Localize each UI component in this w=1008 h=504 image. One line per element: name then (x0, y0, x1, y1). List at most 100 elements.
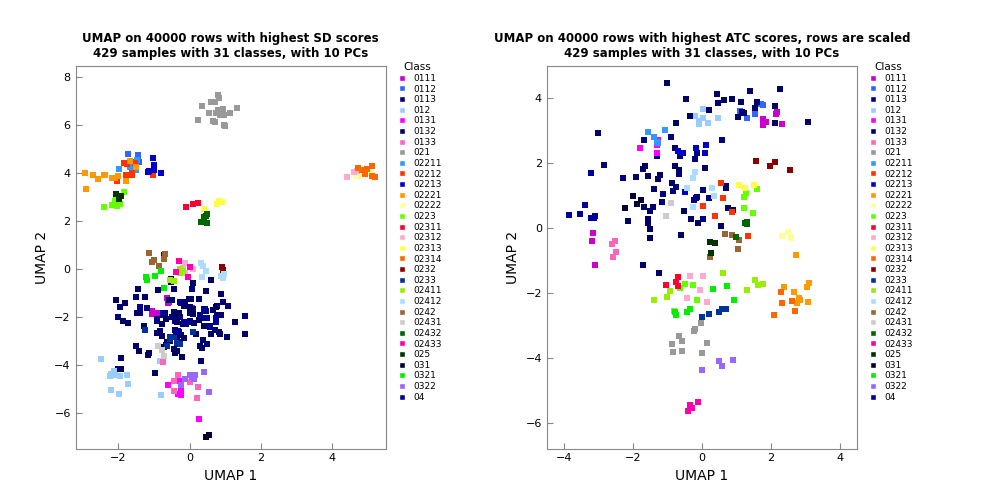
Point (196, 213, 212, 221)
Point (110, 172, 126, 180)
Point (749, 98, 765, 106)
Point (736, 193, 752, 201)
Point (176, 302, 193, 310)
Point (187, 371, 204, 380)
Point (620, 217, 636, 225)
Point (211, 197, 227, 205)
Point (729, 233, 745, 241)
Point (350, 172, 366, 180)
Point (739, 218, 755, 226)
Point (130, 347, 146, 355)
Point (652, 171, 668, 179)
Point (129, 309, 145, 317)
Point (695, 186, 711, 195)
X-axis label: UMAP 1: UMAP 1 (204, 469, 257, 483)
Point (203, 98, 219, 106)
Point (687, 144, 704, 152)
Point (145, 171, 161, 179)
Point (162, 275, 178, 283)
Point (677, 280, 694, 288)
Point (799, 117, 815, 125)
Point (715, 136, 731, 144)
Point (633, 196, 649, 204)
Point (154, 346, 170, 354)
Point (190, 199, 206, 207)
Point (696, 202, 712, 210)
Point (787, 250, 803, 259)
Point (158, 338, 174, 346)
Point (159, 342, 175, 350)
Point (747, 276, 763, 284)
Point (178, 320, 195, 328)
Point (122, 163, 138, 171)
Point (171, 377, 187, 386)
Point (165, 312, 181, 321)
Point (140, 168, 156, 176)
Point (78, 169, 94, 177)
Point (172, 381, 188, 389)
Point (208, 313, 224, 322)
Point (705, 184, 721, 192)
Point (171, 257, 187, 265)
Point (667, 119, 683, 127)
Point (684, 174, 701, 182)
Point (181, 303, 198, 311)
Point (181, 295, 198, 303)
Point (215, 266, 231, 274)
Point (164, 313, 180, 321)
Point (196, 305, 212, 313)
Point (132, 309, 148, 318)
Point (661, 286, 677, 294)
Point (747, 104, 763, 112)
Point (180, 273, 197, 281)
Point (165, 307, 181, 316)
Point (112, 371, 128, 380)
Point (604, 240, 620, 248)
Point (635, 165, 651, 173)
Point (91, 175, 107, 183)
Point (191, 415, 207, 423)
Point (214, 272, 230, 280)
Point (694, 349, 710, 357)
Point (650, 136, 666, 144)
Point (167, 269, 183, 277)
Point (724, 208, 740, 216)
Point (198, 267, 214, 275)
Point (739, 114, 755, 122)
Point (222, 109, 238, 117)
Point (196, 336, 212, 344)
Point (679, 308, 696, 316)
Point (211, 328, 227, 336)
Point (646, 296, 662, 304)
Point (709, 90, 725, 98)
Point (689, 398, 706, 406)
Point (96, 171, 112, 179)
Point (127, 166, 143, 174)
Point (702, 253, 718, 261)
Point (701, 106, 717, 114)
Point (106, 367, 122, 375)
Point (185, 305, 202, 313)
Point (724, 95, 740, 103)
Point (112, 303, 128, 311)
Point (117, 299, 133, 307)
Point (711, 357, 727, 365)
Point (164, 296, 180, 304)
Point (705, 285, 721, 293)
Point (201, 388, 217, 396)
Point (208, 117, 224, 125)
Point (137, 293, 153, 301)
Point (747, 110, 763, 118)
Point (584, 214, 600, 222)
Point (165, 285, 181, 293)
Point (165, 333, 181, 341)
Point (176, 375, 193, 384)
Point (124, 171, 140, 179)
Point (163, 278, 179, 286)
Point (625, 192, 641, 200)
Point (143, 310, 159, 318)
Point (127, 159, 143, 167)
Point (157, 315, 173, 323)
Point (720, 282, 736, 290)
Point (714, 305, 730, 313)
